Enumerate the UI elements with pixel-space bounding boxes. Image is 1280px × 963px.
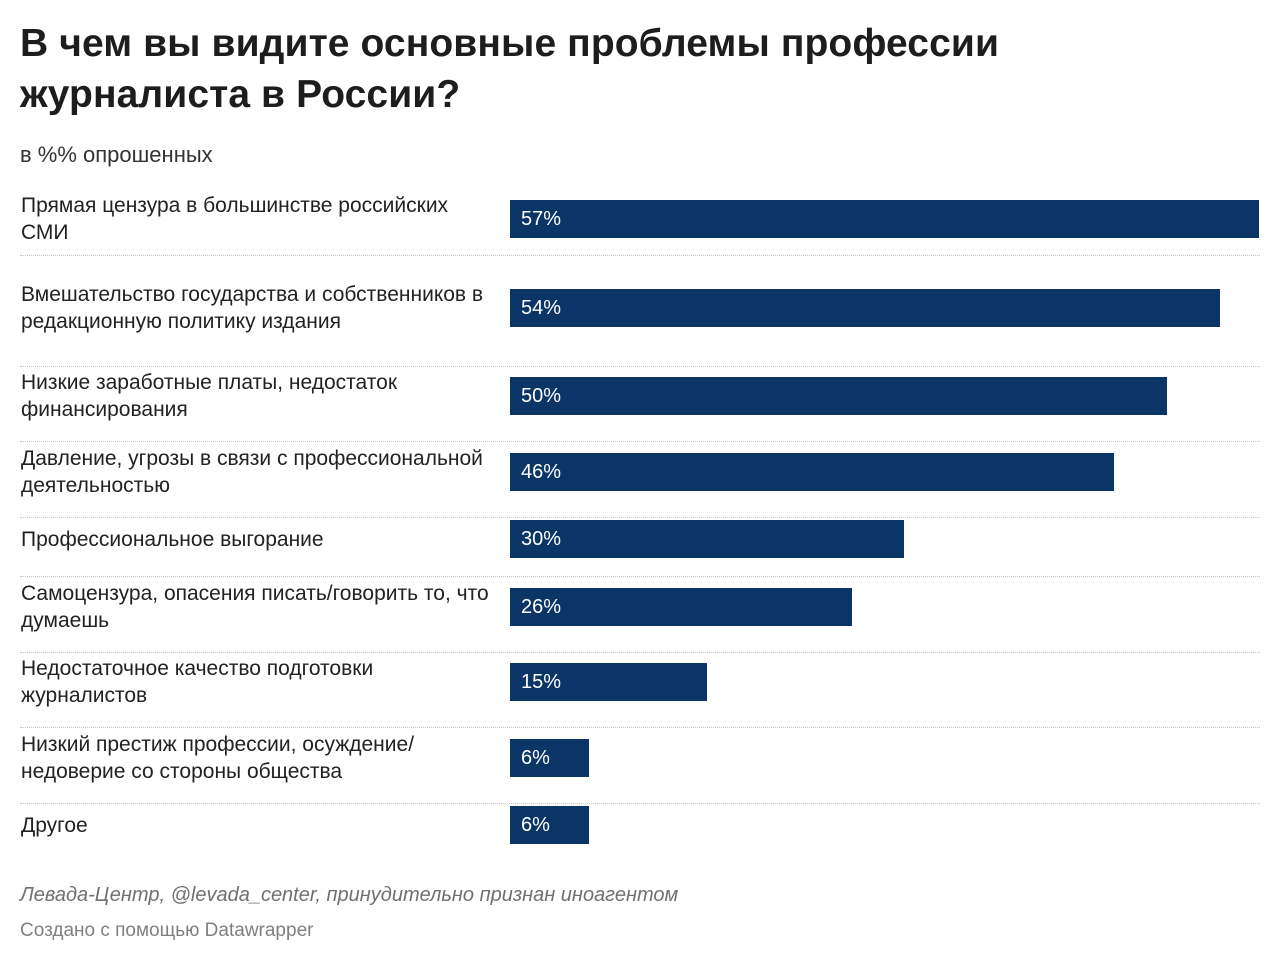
bar-value-label: 6% (521, 814, 550, 836)
bar-value-label: 50% (521, 385, 562, 407)
chart-credit: Создано с помощью Datawrapper (20, 920, 314, 941)
bar-value-label: 15% (521, 671, 562, 693)
row-divider (20, 576, 1260, 577)
category-label: Вмешательство государства и собственнико… (21, 282, 484, 333)
category-label: Недостаточное качество подготовки журнал… (21, 657, 374, 707)
bar: 6% (510, 806, 589, 844)
category-label: Давление, угрозы в связи с профессиональ… (21, 446, 483, 497)
bar: 57% (510, 200, 1259, 238)
category-label: Прямая цензура в большинстве российских … (21, 193, 449, 244)
chart-source: Левада-Центр, @levada_center, принудител… (20, 884, 679, 906)
chart-title: В чем вы видите основные проблемы профес… (20, 22, 1000, 116)
bar-value-label: 30% (521, 528, 562, 550)
chart-subtitle: в %% опрошенных (20, 142, 213, 167)
bar: 26% (510, 588, 852, 626)
bar: 50% (510, 377, 1167, 415)
bar: 54% (510, 289, 1220, 327)
category-label: Самоцензура, опасения писать/говорить то… (21, 581, 489, 632)
category-label: Другое (21, 813, 88, 837)
row-divider (20, 255, 1260, 256)
row-divider (20, 366, 1260, 367)
bar-value-label: 6% (521, 747, 550, 769)
row-divider (20, 441, 1260, 442)
bar-value-label: 26% (521, 596, 562, 618)
category-label: Профессиональное выгорание (21, 527, 324, 551)
bar: 30% (510, 520, 904, 558)
bar-value-label: 57% (521, 208, 562, 230)
category-label: Низкие заработные платы, недостаток фина… (21, 371, 398, 421)
row-divider (20, 803, 1260, 804)
bar: 15% (510, 663, 707, 701)
bar-value-label: 54% (521, 297, 562, 319)
row-divider (20, 727, 1260, 728)
bar: 46% (510, 453, 1114, 491)
category-label: Низкий престиж профессии, осуждение/ нед… (21, 732, 415, 783)
bar: 6% (510, 739, 589, 777)
bar-value-label: 46% (521, 461, 562, 483)
row-divider (20, 517, 1260, 518)
row-divider (20, 652, 1260, 653)
